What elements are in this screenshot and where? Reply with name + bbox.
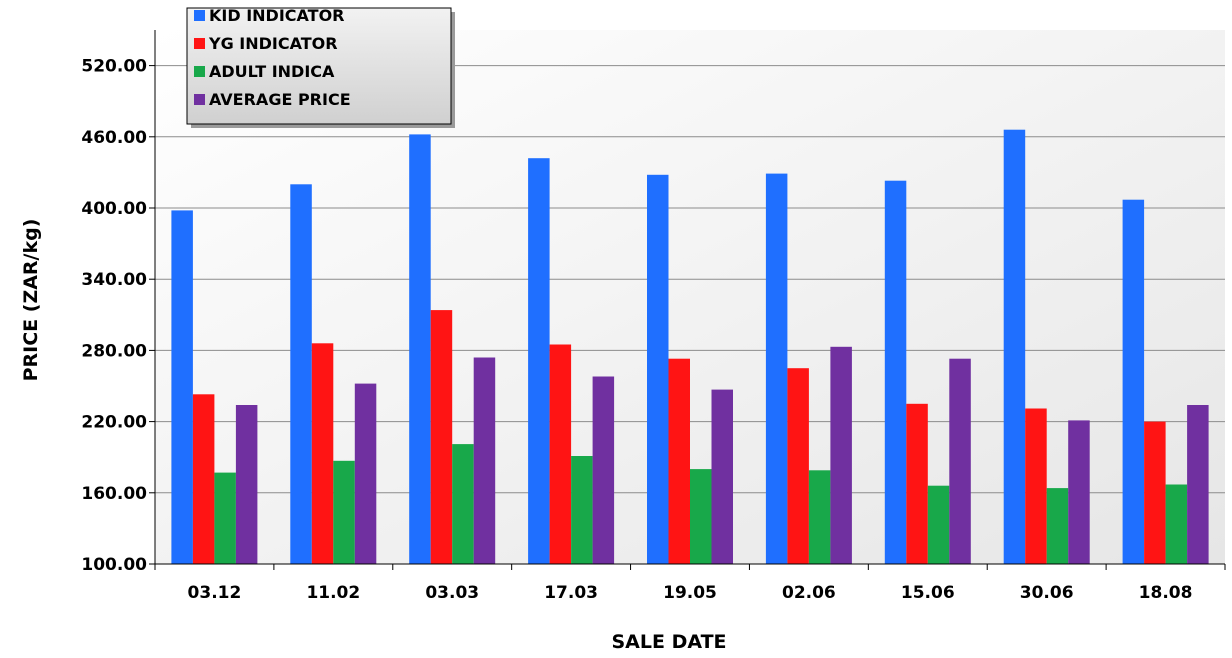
bar [1025, 408, 1047, 564]
y-tick-label: 340.00 [81, 270, 147, 290]
bar [592, 376, 615, 564]
x-tick-label: 03.03 [425, 583, 479, 603]
x-tick-label: 02.06 [782, 583, 836, 603]
bar [192, 394, 215, 564]
x-tick-label: 19.05 [663, 583, 717, 603]
bar [452, 444, 474, 564]
bar [171, 210, 193, 564]
x-tick-label: 15.06 [901, 583, 955, 603]
bar [765, 173, 788, 564]
legend-swatch [194, 10, 205, 21]
x-tick-label: 30.06 [1020, 583, 1074, 603]
axes-group [154, 30, 1225, 565]
y-tick-label: 460.00 [81, 128, 147, 148]
bars-group [171, 129, 1209, 565]
y-tick-label: 520.00 [81, 57, 147, 77]
bar [290, 184, 312, 565]
bar [1068, 420, 1090, 564]
bar [1187, 405, 1209, 564]
legend: KID INDICATOR YG INDICATOR ADULT INDICA AVE… [186, 6, 455, 128]
bar [1003, 129, 1026, 564]
x-axis-title: SALE DATE [611, 631, 726, 653]
x-tick-label: 17.03 [544, 583, 598, 603]
bar [668, 358, 690, 564]
bar [354, 383, 377, 564]
legend-label: AVERAGE PRICE [209, 90, 351, 109]
legend-label: ADULT INDICA [209, 62, 335, 81]
y-tick-label: 220.00 [81, 413, 147, 433]
bar [430, 310, 453, 564]
bar [528, 158, 550, 564]
bar [884, 180, 907, 564]
x-tick-label: 11.02 [306, 583, 360, 603]
bar [235, 405, 258, 564]
legend-swatch [194, 66, 205, 77]
bar [409, 134, 431, 564]
y-tick-label: 400.00 [81, 199, 147, 219]
bar [311, 343, 334, 564]
bar [787, 368, 809, 564]
bar [711, 389, 733, 564]
x-tick-label: 18.08 [1139, 583, 1193, 603]
legend-swatch [194, 94, 205, 105]
y-tick-labels: 100.00 160.00 220.00 280.00 340.00 400.00 460.… [81, 57, 147, 575]
bar [1122, 199, 1145, 564]
bar [214, 472, 236, 564]
y-tick-label: 100.00 [81, 555, 147, 575]
legend-swatch [194, 38, 205, 49]
legend-box [186, 7, 452, 125]
bar [1144, 421, 1166, 564]
bar [473, 357, 496, 564]
bar [830, 346, 852, 564]
bar [927, 485, 950, 564]
bar [549, 344, 572, 564]
bar [571, 456, 593, 564]
bar [808, 470, 831, 564]
legend-label: YG INDICATOR [208, 34, 338, 53]
bar [906, 403, 928, 564]
bar [1046, 488, 1069, 564]
x-tick-label: 03.12 [188, 583, 242, 603]
bar [647, 174, 669, 565]
bar [333, 460, 355, 564]
y-tick-label: 160.00 [81, 484, 147, 504]
x-tick-labels: 03.12 11.02 03.03 17.03 19.05 02.06 15.06 30.06… [188, 583, 1193, 603]
y-axis-title: PRICE (ZAR/kg) [20, 219, 42, 382]
bar [690, 469, 712, 564]
bar [949, 358, 971, 564]
y-tick-label: 280.00 [81, 341, 147, 361]
bar [1165, 484, 1188, 564]
legend-label: KID INDICATOR [209, 6, 345, 25]
